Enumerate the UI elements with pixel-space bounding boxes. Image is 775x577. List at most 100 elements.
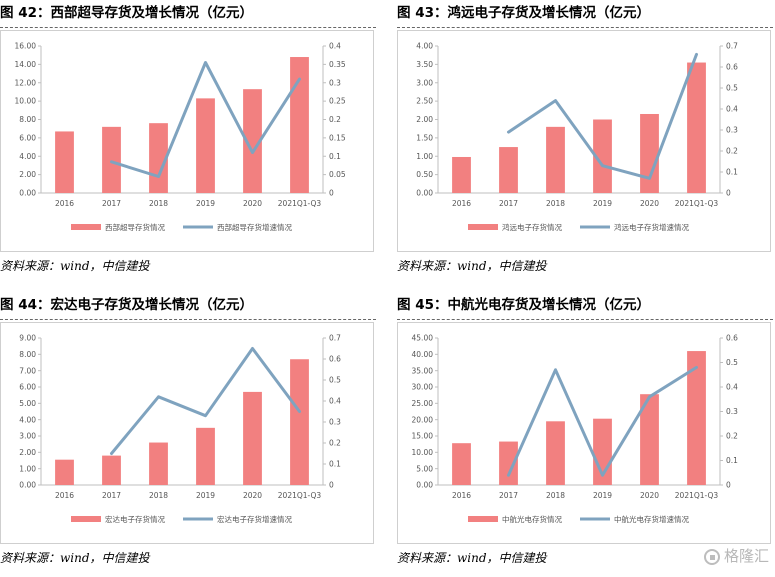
left-tick-label: 7.00	[19, 366, 36, 375]
left-tick-label: 0.50	[416, 170, 433, 179]
left-tick-label: 8.00	[19, 350, 36, 359]
x-tick-label: 2016	[55, 199, 74, 208]
right-tick-label: 0.6	[726, 334, 738, 343]
x-tick-label: 2019	[196, 491, 215, 500]
title-divider	[397, 27, 773, 28]
bar	[196, 98, 215, 193]
left-tick-label: 16.00	[15, 42, 37, 51]
bar	[196, 427, 215, 485]
x-tick-label: 2016	[452, 199, 471, 208]
bar	[687, 62, 706, 193]
source-note: 资料来源：wind，中信建投	[0, 259, 150, 273]
bar	[243, 391, 262, 485]
right-tick-label: 0.2	[726, 432, 738, 441]
left-tick-label: 9.00	[19, 334, 36, 343]
left-tick-label: 2.00	[19, 448, 36, 457]
x-tick-label: 2021Q1-Q3	[675, 491, 719, 500]
x-tick-label: 2020	[640, 491, 659, 500]
bar	[102, 126, 121, 193]
x-tick-label: 2019	[593, 491, 612, 500]
x-tick-label: 2016	[55, 491, 74, 500]
right-tick-label: 0.6	[329, 355, 341, 364]
left-tick-label: 4.00	[416, 42, 433, 51]
source-note: 资料来源：wind，中信建投	[397, 551, 547, 565]
source-note: 资料来源：wind，中信建投	[397, 259, 547, 273]
left-tick-label: 20.00	[412, 415, 434, 424]
bar	[452, 156, 471, 193]
right-tick-label: 0	[726, 481, 731, 490]
legend-swatch-bar	[71, 516, 101, 522]
right-tick-label: 0.15	[329, 133, 346, 142]
left-tick-label: 40.00	[412, 350, 434, 359]
panel-hydz: 图 43：鸿远电子存货及增长情况（亿元） 0.00 0.50 1.00 1.50 2.0…	[397, 0, 775, 285]
left-tick-label: 12.00	[15, 78, 37, 87]
left-tick-label: 10.00	[412, 448, 434, 457]
bar	[687, 351, 706, 485]
bar	[452, 443, 471, 485]
bar	[243, 89, 262, 193]
panel-hddz: 图 44：宏达电子存货及增长情况（亿元） 0.00 1.00 2.00 3.00 4.0…	[0, 292, 378, 577]
bar	[546, 126, 565, 193]
watermark: 格隆汇	[703, 545, 769, 567]
panel-title: 图 45：中航光电存货及增长情况（亿元）	[397, 297, 650, 313]
right-tick-label: 0.4	[329, 397, 341, 406]
left-tick-label: 10.00	[15, 97, 37, 106]
bar	[102, 455, 121, 485]
left-tick-label: 8.00	[19, 115, 36, 124]
x-tick-label: 2021Q1-Q3	[278, 199, 322, 208]
x-tick-label: 2017	[102, 199, 121, 208]
left-tick-label: 25.00	[412, 399, 434, 408]
x-tick-label: 2019	[196, 199, 215, 208]
legend-swatch-bar	[468, 224, 498, 230]
panel-title: 图 43：鸿远电子存货及增长情况（亿元）	[397, 5, 650, 21]
left-tick-label: 2.00	[19, 170, 36, 179]
x-tick-label: 2017	[102, 491, 121, 500]
title-divider	[397, 319, 773, 320]
right-tick-label: 0.7	[726, 42, 738, 51]
x-tick-label: 2019	[593, 199, 612, 208]
bar	[546, 421, 565, 485]
legend-label-bar: 西部超导存货情况	[105, 222, 165, 232]
bar	[593, 119, 612, 193]
x-tick-label: 2018	[149, 491, 168, 500]
title-divider	[0, 319, 376, 320]
right-tick-label: 0.3	[329, 418, 341, 427]
left-tick-label: 1.50	[416, 133, 433, 142]
right-tick-label: 0.6	[726, 63, 738, 72]
left-tick-label: 6.00	[19, 133, 36, 142]
bar	[290, 57, 309, 194]
left-tick-label: 1.00	[19, 464, 36, 473]
watermark-text: 格隆汇	[723, 547, 769, 565]
chart-frame: 0.00 5.00 10.00 15.00 20.00 25.00 30.00 35.00 40…	[397, 322, 771, 544]
x-tick-label: 2018	[149, 199, 168, 208]
right-tick-label: 0.7	[329, 334, 341, 343]
right-tick-label: 0.25	[329, 97, 346, 106]
left-tick-label: 4.00	[19, 152, 36, 161]
bar	[640, 113, 659, 193]
legend-swatch-bar	[71, 224, 101, 230]
x-tick-label: 2018	[546, 199, 565, 208]
bar	[640, 394, 659, 485]
right-tick-label: 0.1	[726, 456, 738, 465]
right-tick-label: 0	[726, 189, 731, 198]
x-tick-label: 2018	[546, 491, 565, 500]
right-tick-label: 0.3	[726, 126, 738, 135]
right-tick-label: 0.3	[726, 407, 738, 416]
left-tick-label: 6.00	[19, 383, 36, 392]
left-tick-label: 0.00	[19, 481, 36, 490]
x-tick-label: 2020	[243, 199, 262, 208]
x-tick-label: 2021Q1-Q3	[278, 491, 322, 500]
x-tick-label: 2016	[452, 491, 471, 500]
growth-line	[110, 61, 301, 178]
x-tick-label: 2017	[499, 199, 518, 208]
panel-title: 图 44：宏达电子存货及增长情况（亿元）	[0, 297, 253, 313]
panel-xbcd: 图 42：西部超导存货及增长情况（亿元） 0.00 2.00 4.00 6.00 8.0…	[0, 0, 378, 285]
left-tick-label: 3.00	[19, 432, 36, 441]
right-tick-label: 0.5	[329, 376, 341, 385]
legend-label-bar: 宏达电子存货情况	[105, 514, 165, 524]
left-tick-label: 2.00	[416, 115, 433, 124]
right-tick-label: 0.2	[329, 115, 341, 124]
right-tick-label: 0.5	[726, 84, 738, 93]
right-tick-label: 0.1	[726, 168, 738, 177]
title-divider	[0, 27, 376, 28]
